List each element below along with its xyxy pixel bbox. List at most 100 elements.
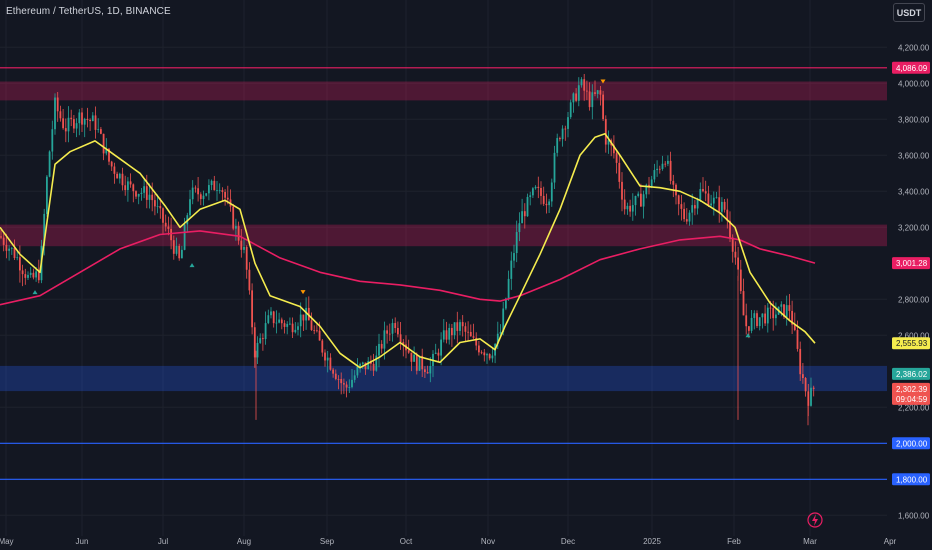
currency-button[interactable]: USDT [893, 3, 925, 22]
candle-body [580, 79, 583, 86]
candle-body [704, 191, 707, 194]
candle-body [262, 338, 264, 340]
candle-body [70, 117, 73, 120]
candle-body [696, 199, 699, 209]
candle-body [191, 187, 194, 200]
candle-body [151, 194, 154, 201]
candle-body [94, 115, 97, 130]
candle-body [586, 90, 588, 92]
candle-body [507, 278, 510, 299]
candle-body [318, 330, 321, 341]
candle-body [440, 339, 442, 356]
price-label-tag [892, 382, 930, 405]
markers [32, 79, 751, 338]
lightning-icon[interactable] [807, 512, 823, 528]
candle-body [418, 355, 421, 371]
candle-body [710, 203, 712, 206]
candle-body [442, 330, 445, 340]
candle-body [499, 332, 502, 334]
candle-body [208, 185, 210, 194]
countdown-text: 09:04:59 [896, 395, 928, 404]
candle-body [175, 245, 178, 254]
candle-body [742, 291, 745, 316]
candle-body [615, 153, 618, 163]
candle-body [100, 129, 102, 134]
candle-body [694, 205, 696, 209]
candle-body [86, 118, 89, 120]
candle-body [218, 190, 221, 191]
candle-body [340, 379, 343, 384]
candle-body [669, 160, 672, 181]
price-zone [0, 224, 887, 247]
candle-body [156, 205, 159, 207]
candle-body [178, 245, 181, 259]
signal-marker [189, 263, 195, 268]
candle-body [237, 226, 240, 241]
candle-body [739, 269, 742, 292]
candle-body [367, 361, 370, 370]
price-label-text: 4,086.09 [896, 64, 928, 73]
candle-body [661, 163, 664, 169]
candle-body [91, 115, 94, 122]
time-axis[interactable]: May Jun Jul Aug Sep Oct Nov Dec 2025 Feb Mar Apr [0, 537, 897, 546]
candle-body [162, 208, 164, 223]
candle-body [348, 387, 351, 388]
candle-body [812, 387, 815, 389]
candle-body [232, 206, 235, 229]
horizontal-lines[interactable] [0, 67, 887, 480]
candle-body [426, 372, 429, 374]
candle-body [154, 200, 156, 207]
candle-body [48, 151, 51, 177]
candle-body [24, 274, 27, 278]
candle-body [310, 320, 313, 331]
candle-body [183, 224, 186, 250]
candle-body [132, 184, 135, 192]
candle-body [59, 111, 62, 119]
candle-body [753, 313, 756, 318]
time-tick-label: 2025 [643, 537, 661, 546]
price-tick-label: 3,400.00 [898, 187, 930, 196]
price-tick-label: 2,800.00 [898, 295, 930, 304]
candle-body [766, 307, 769, 324]
candle-body [202, 195, 205, 200]
candle-body [305, 307, 307, 321]
candle-body [10, 247, 13, 249]
candle-body [172, 240, 175, 254]
candle-body [167, 226, 170, 229]
event-marker[interactable] [807, 512, 823, 528]
candle-body [475, 337, 478, 346]
candle-body [588, 91, 591, 108]
price-tick-label: 3,200.00 [898, 223, 930, 232]
candle-body [529, 195, 532, 197]
candle-body [424, 369, 426, 373]
candle-body [729, 220, 731, 238]
candle-body [321, 340, 324, 353]
candle-body [534, 186, 537, 189]
candle-body [272, 311, 275, 324]
candle-body [21, 270, 24, 275]
price-zones [0, 81, 887, 392]
price-axis[interactable]: 4,200.00 4,000.00 3,800.00 3,600.00 3,400.00… [887, 0, 932, 550]
candle-body [680, 204, 683, 209]
price-tick-label: 1,600.00 [898, 511, 930, 520]
candle-body [804, 378, 807, 392]
time-tick-label: Oct [400, 537, 413, 546]
candle-body [761, 313, 764, 318]
candle-body [731, 237, 734, 252]
candle-body [467, 331, 469, 333]
candle-body [496, 333, 499, 344]
candle-body [699, 188, 702, 200]
candle-body [561, 128, 564, 140]
candle-body [756, 313, 758, 327]
candle-body [451, 327, 453, 336]
candle-body [569, 102, 572, 118]
signal-marker [600, 79, 606, 84]
candle-body [37, 271, 40, 281]
candle-body [29, 272, 32, 275]
candle-body [772, 308, 775, 319]
candle-body [623, 199, 626, 210]
ma-long-layer [0, 230, 816, 306]
candle-body [75, 123, 78, 129]
